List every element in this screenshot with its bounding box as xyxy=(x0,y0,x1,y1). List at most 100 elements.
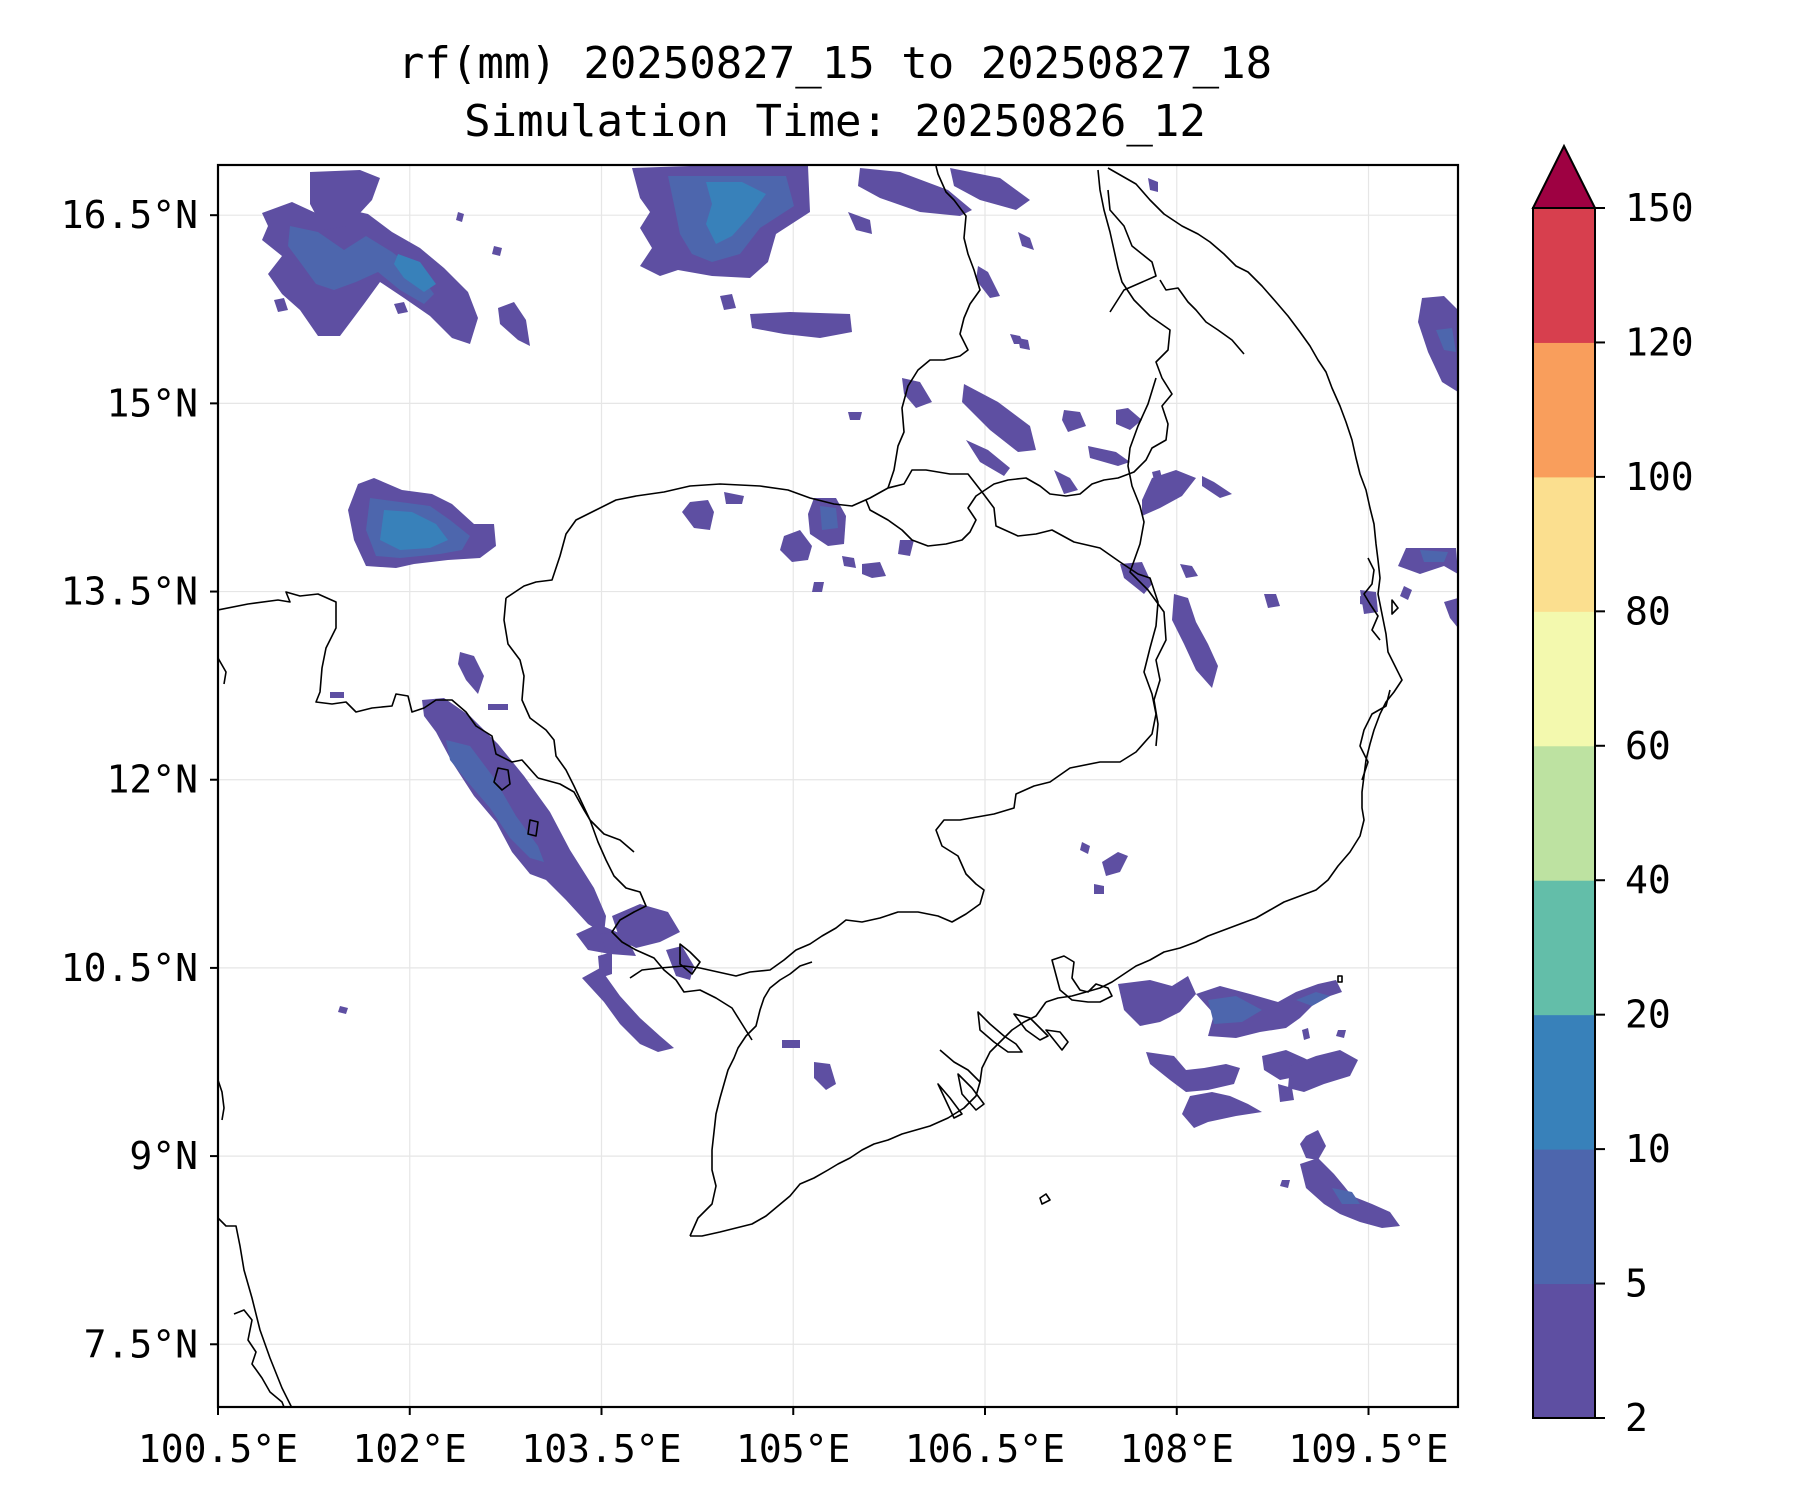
x-tick-label: 105°E xyxy=(736,1427,850,1471)
rain-area xyxy=(902,378,932,408)
coastline xyxy=(1051,955,1113,1003)
colorbar-frame xyxy=(1532,207,1596,1419)
rain-area xyxy=(1146,1052,1240,1092)
y-tick-label: 12°N xyxy=(106,758,198,802)
colorbar-tick-label: 20 xyxy=(1625,993,1671,1037)
coastline xyxy=(1159,279,1245,355)
rain-area-core xyxy=(380,510,448,550)
coastline xyxy=(218,1079,225,1121)
rain-area xyxy=(394,302,408,314)
colorbar-tick-label: 10 xyxy=(1625,1127,1671,1171)
colorbar-tick-label: 120 xyxy=(1625,320,1694,364)
rain-area xyxy=(1302,1028,1310,1040)
rain-area xyxy=(310,170,380,230)
rain-area xyxy=(1420,550,1448,562)
colorbar-segment xyxy=(1533,880,1595,1016)
rain-area xyxy=(812,582,824,592)
coastline xyxy=(1013,1013,1049,1041)
colorbar-tick-label: 80 xyxy=(1625,589,1671,633)
colorbar-tick-label: 2 xyxy=(1625,1396,1648,1440)
rain-area xyxy=(1094,884,1104,894)
coastline xyxy=(589,819,753,1041)
coastline xyxy=(1045,1029,1069,1051)
coastline xyxy=(218,1217,293,1407)
rain-area xyxy=(1172,594,1218,688)
coastline xyxy=(689,961,813,1237)
coastline xyxy=(1045,167,1403,1003)
colorbar-tick-label: 60 xyxy=(1625,724,1671,768)
y-tick-label: 16.5°N xyxy=(61,193,198,237)
x-tick-label: 109.5°E xyxy=(1288,1427,1448,1471)
country-border xyxy=(887,165,981,489)
rain-area xyxy=(446,740,544,862)
rain-area xyxy=(1300,1158,1400,1228)
y-tick-label: 10.5°N xyxy=(61,946,198,990)
x-tick-label: 102°E xyxy=(353,1427,467,1471)
colorbar-segment xyxy=(1533,611,1595,747)
country-border xyxy=(1107,189,1157,313)
coastline xyxy=(233,1309,285,1407)
rain-area xyxy=(288,226,434,304)
coastline xyxy=(1391,599,1399,615)
map-frame xyxy=(216,163,1460,1409)
rain-area xyxy=(782,1040,800,1048)
rain-area xyxy=(1148,178,1158,192)
rain-area xyxy=(1102,852,1128,876)
rain-area xyxy=(1436,328,1456,352)
gridlines xyxy=(218,165,1458,1407)
coastline xyxy=(679,943,701,975)
rain-area xyxy=(492,246,502,256)
coastlines-and-borders xyxy=(218,165,1403,1407)
rain-area xyxy=(814,1062,836,1090)
colorbar-segment xyxy=(1533,745,1595,881)
x-tick-label: 108°E xyxy=(1120,1427,1234,1471)
rain-area xyxy=(950,168,1030,210)
rain-area xyxy=(330,692,344,698)
x-tick-label: 106.5°E xyxy=(905,1427,1065,1471)
rain-area xyxy=(1418,296,1458,392)
rain-area xyxy=(1182,1092,1262,1128)
rain-area xyxy=(600,932,618,952)
axis-ticks: 100.5°E 102°E 103.5°E 105°E 106.5°E 108°E 109.… xyxy=(61,193,1449,1471)
map-title-line2: Simulation Time: 20250826_12 xyxy=(464,96,1206,147)
coastline xyxy=(1039,1193,1051,1205)
rain-area xyxy=(338,1006,348,1014)
rain-area xyxy=(820,506,838,530)
rain-area xyxy=(724,492,744,504)
coastline xyxy=(690,1001,1047,1237)
rain-area xyxy=(1018,232,1034,250)
rain-area xyxy=(458,652,484,694)
rain-area xyxy=(1444,598,1458,628)
colorbar-segment xyxy=(1533,342,1595,478)
rain-area xyxy=(966,440,1010,476)
rain-area xyxy=(1018,338,1030,350)
rain-area xyxy=(780,530,812,562)
rain-area xyxy=(1054,470,1078,494)
colorbar-segment xyxy=(1533,476,1595,612)
rain-area xyxy=(962,384,1036,452)
rain-area xyxy=(862,562,886,578)
map-title-line1: rf(mm) 20250827_15 to 20250827_18 xyxy=(398,38,1272,89)
y-tick-label: 15°N xyxy=(106,381,198,425)
rain-area xyxy=(488,704,508,710)
country-border xyxy=(218,657,227,685)
rain-area xyxy=(1142,470,1196,516)
colorbar-segment xyxy=(1533,1149,1595,1285)
rain-area xyxy=(848,412,862,420)
colorbar: 2 5 10 20 40 60 80 100 120 150 xyxy=(1531,143,1694,1440)
colorbar-segment xyxy=(1533,1014,1595,1150)
colorbar-tick-label: 150 xyxy=(1625,186,1694,230)
rain-area xyxy=(858,168,972,216)
coastline xyxy=(937,1083,963,1119)
country-border xyxy=(218,591,539,779)
rain-area xyxy=(720,294,736,310)
rain-area xyxy=(1296,992,1330,1006)
coastline xyxy=(1359,689,1391,781)
rain-area-core xyxy=(706,182,766,244)
coastline xyxy=(957,1073,985,1111)
rain-area xyxy=(1332,1188,1360,1204)
map-area xyxy=(218,165,1458,1407)
rain-area xyxy=(1280,1180,1290,1188)
rain-area xyxy=(1088,446,1130,466)
coastline xyxy=(977,1011,1023,1053)
